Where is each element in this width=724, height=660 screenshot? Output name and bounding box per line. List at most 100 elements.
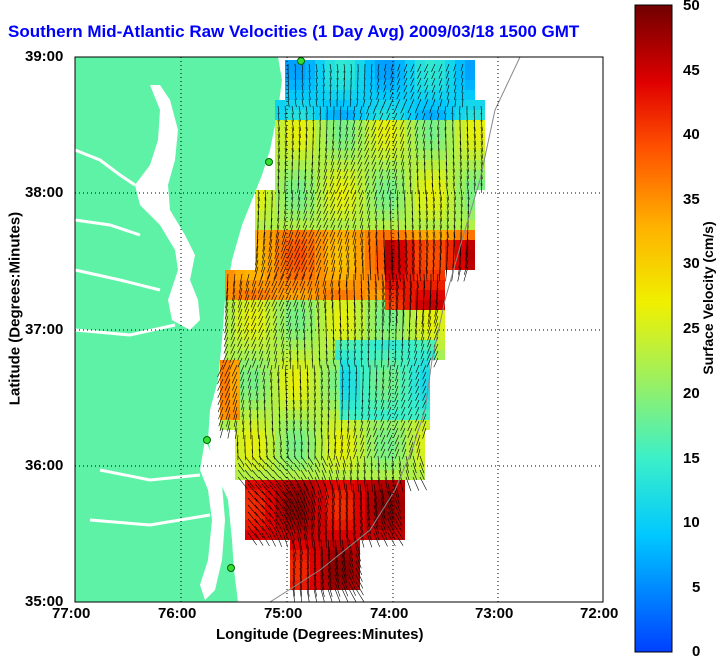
velocity-cell xyxy=(365,430,375,440)
velocity-cell xyxy=(415,200,425,210)
velocity-cell xyxy=(365,130,375,140)
velocity-cell xyxy=(335,440,345,450)
velocity-cell xyxy=(310,360,320,370)
velocity-cell xyxy=(350,400,360,410)
velocity-cell xyxy=(465,130,475,140)
velocity-cell xyxy=(280,360,290,370)
velocity-cell xyxy=(395,110,405,120)
station-marker xyxy=(298,58,305,65)
velocity-cell xyxy=(265,300,275,310)
velocity-cell xyxy=(250,370,260,380)
velocity-cell xyxy=(445,230,455,240)
velocity-cell xyxy=(400,390,410,400)
velocity-cell xyxy=(435,70,445,80)
velocity-cell xyxy=(285,70,295,80)
velocity-cell xyxy=(255,500,265,510)
velocity-cell xyxy=(465,150,475,160)
velocity-cell xyxy=(295,240,305,250)
velocity-cell xyxy=(365,510,375,520)
velocity-cell xyxy=(355,350,365,360)
velocity-cell xyxy=(420,360,430,370)
velocity-cell xyxy=(445,90,455,100)
velocity-cell xyxy=(355,110,365,120)
velocity-cell xyxy=(315,170,325,180)
velocity-cell xyxy=(305,240,315,250)
velocity-cell xyxy=(345,90,355,100)
velocity-cell xyxy=(375,340,385,350)
velocity-cell xyxy=(305,220,315,230)
x-tick-label: 75:00 xyxy=(264,605,302,622)
velocity-cell xyxy=(245,440,255,450)
velocity-cell xyxy=(335,60,345,70)
velocity-cell xyxy=(340,370,350,380)
velocity-cell xyxy=(395,60,405,70)
velocity-cell xyxy=(265,500,275,510)
velocity-cell xyxy=(340,390,350,400)
velocity-cell xyxy=(325,190,335,200)
velocity-cell xyxy=(275,470,285,480)
velocity-cell xyxy=(330,380,340,390)
velocity-cell xyxy=(355,440,365,450)
velocity-cell xyxy=(365,140,375,150)
velocity-cell xyxy=(255,220,265,230)
velocity-cell xyxy=(390,380,400,390)
velocity-cell xyxy=(225,270,235,280)
colorbar-tick-label: 5 xyxy=(692,579,700,596)
velocity-cell xyxy=(290,360,300,370)
velocity-cell xyxy=(475,100,485,110)
velocity-cell xyxy=(400,370,410,380)
velocity-cell xyxy=(275,450,285,460)
velocity-cell xyxy=(410,390,420,400)
velocity-cell xyxy=(360,390,370,400)
velocity-cell xyxy=(355,190,365,200)
velocity-cell xyxy=(325,430,335,440)
velocity-cell xyxy=(385,510,395,520)
velocity-cell xyxy=(465,80,475,90)
velocity-cell xyxy=(355,160,365,170)
velocity-cell xyxy=(345,320,355,330)
velocity-cell xyxy=(465,230,475,240)
velocity-cell xyxy=(255,210,265,220)
velocity-cell xyxy=(425,170,435,180)
velocity-cell xyxy=(240,420,250,430)
velocity-cell xyxy=(315,330,325,340)
velocity-cell xyxy=(415,80,425,90)
velocity-cell xyxy=(275,130,285,140)
velocity-cell xyxy=(285,90,295,100)
velocity-cell xyxy=(275,140,285,150)
velocity-cell xyxy=(405,120,415,130)
velocity-cell xyxy=(405,90,415,100)
velocity-cell xyxy=(385,250,395,260)
velocity-cell xyxy=(435,230,445,240)
velocity-cell xyxy=(285,210,295,220)
velocity-cell xyxy=(275,290,285,300)
velocity-cell xyxy=(385,350,395,360)
velocity-cell xyxy=(285,230,295,240)
velocity-cell xyxy=(340,550,350,560)
velocity-cell xyxy=(370,370,380,380)
velocity-cell xyxy=(305,440,315,450)
velocity-cell xyxy=(365,480,375,490)
velocity-cell xyxy=(415,170,425,180)
velocity-cell xyxy=(385,110,395,120)
velocity-cell xyxy=(435,100,445,110)
velocity-cell xyxy=(375,470,385,480)
velocity-cell xyxy=(355,330,365,340)
x-tick-label: 73:00 xyxy=(475,605,513,622)
velocity-cell xyxy=(265,520,275,530)
velocity-cell xyxy=(275,110,285,120)
velocity-cell xyxy=(380,420,390,430)
velocity-cell xyxy=(325,290,335,300)
velocity-cell xyxy=(395,190,405,200)
velocity-cell xyxy=(355,450,365,460)
velocity-cell xyxy=(345,170,355,180)
velocity-cell xyxy=(365,330,375,340)
velocity-cell xyxy=(445,100,455,110)
velocity-cell xyxy=(295,100,305,110)
velocity-cell xyxy=(445,60,455,70)
velocity-cell xyxy=(355,210,365,220)
velocity-cell xyxy=(245,270,255,280)
velocity-cell xyxy=(305,450,315,460)
velocity-cell xyxy=(425,330,435,340)
velocity-cell xyxy=(390,360,400,370)
